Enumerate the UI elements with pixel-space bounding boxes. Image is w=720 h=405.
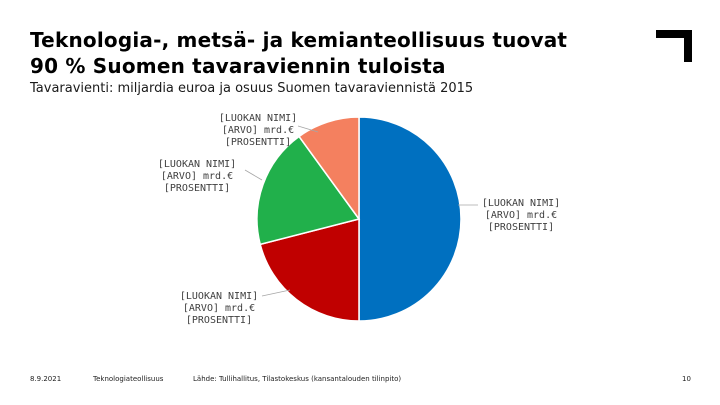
slice-data-label: [LUOKAN NIMI] (482, 198, 560, 209)
slice-data-label: [ARVO] mrd.€ (485, 210, 557, 221)
slice-data-label: [PROSENTTI] (225, 137, 291, 148)
leader-line (244, 169, 263, 181)
footer-source: Lähde: Tullihallitus, Tilastokeskus (kan… (193, 375, 402, 383)
title-line-1: Teknologia-, metsä- ja kemianteollisuus … (30, 28, 568, 52)
pie-slice (256, 135, 361, 246)
page-title: Teknologia-, metsä- ja kemianteollisuus … (30, 27, 630, 79)
slice-data-label: [PROSENTTI] (488, 222, 554, 233)
slice-data-label: [LUOKAN NIMI] (180, 291, 258, 302)
pie-slice (358, 116, 462, 322)
title-line-2: 90 % Suomen tavaraviennin tuloista (30, 54, 446, 78)
leader-line (261, 289, 291, 297)
slice-data-label: [ARVO] mrd.€ (161, 171, 233, 182)
slice-data-label: [PROSENTTI] (164, 183, 230, 194)
slice-data-label: [PROSENTTI] (186, 315, 252, 326)
slice-data-label: [ARVO] mrd.€ (222, 125, 294, 136)
chart-subtitle: Tavaravienti: miljardia euroa ja osuus S… (30, 81, 474, 96)
pie-slice (259, 218, 360, 322)
footer-organization: Teknologiateollisuus (93, 375, 164, 383)
corner-logo-icon (656, 30, 692, 62)
pie-slice (297, 116, 360, 222)
leader-line (297, 125, 319, 133)
slice-data-label: [LUOKAN NIMI] (158, 159, 236, 170)
footer-page-number: 10 (682, 375, 691, 383)
slice-data-label: [LUOKAN NIMI] (219, 113, 297, 124)
slice-data-label: [ARVO] mrd.€ (183, 303, 255, 314)
footer-date: 8.9.2021 (30, 375, 62, 383)
